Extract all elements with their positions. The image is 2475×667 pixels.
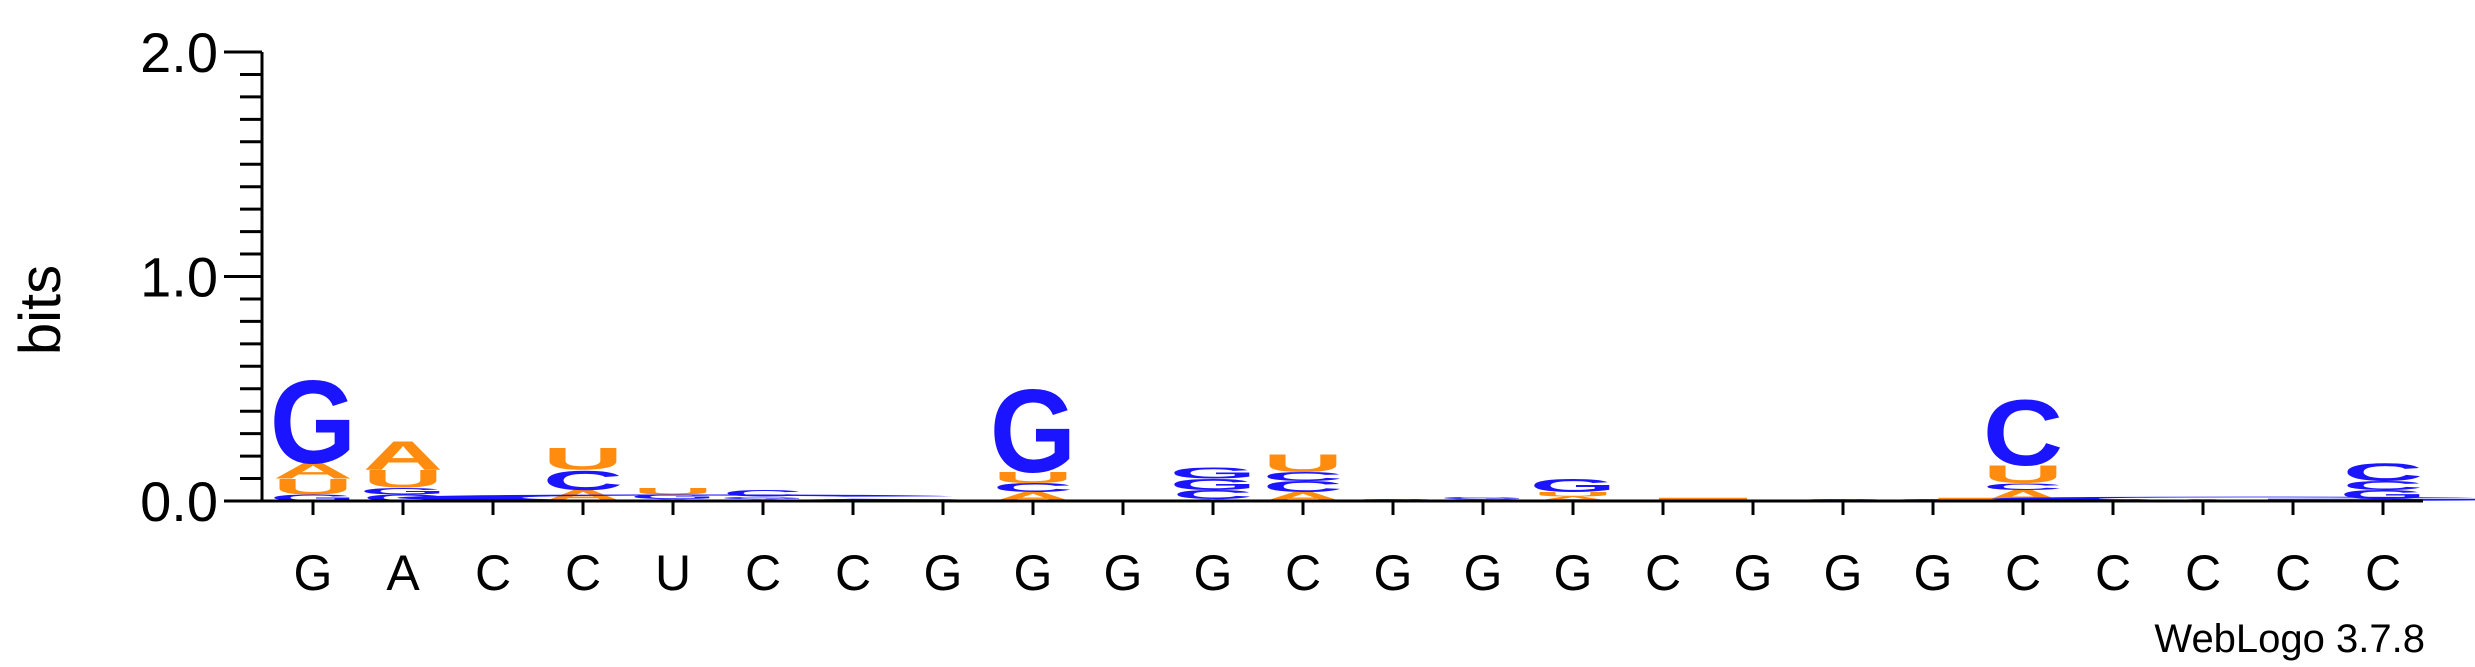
x-tick-label: U	[655, 545, 691, 601]
logo-letter-u: U	[1983, 461, 2063, 489]
logo-letter-g: G	[1170, 476, 1256, 493]
x-tick-label: C	[2095, 545, 2131, 601]
x-tick-label: G	[294, 545, 333, 601]
x-tick-label: G	[1194, 545, 1233, 601]
logo-letter-u: U	[1263, 450, 1343, 478]
y-tick-label: 0.0	[140, 470, 218, 533]
logo-letter-c: C	[993, 481, 1073, 495]
logo-letter-c: C	[363, 493, 443, 503]
x-tick-label: C	[1645, 545, 1681, 601]
y-tick-label: 1.0	[140, 246, 218, 309]
logo-letter-a: A	[1533, 495, 1613, 502]
logo-letter-g: G	[1440, 496, 1526, 499]
x-tick-label: C	[1285, 545, 1321, 601]
logo-letter-c: C	[1263, 469, 1343, 483]
logo-letter-g: G	[1530, 475, 1616, 496]
logo-letter-c: C	[543, 465, 623, 496]
y-tick-label: 2.0	[140, 21, 218, 84]
logo-letter-c: C	[1983, 481, 2063, 491]
logo-letter-a: A	[273, 459, 353, 483]
weblogo-watermark: WebLogo 3.7.8	[2154, 617, 2425, 661]
logo-letter-u: U	[993, 469, 1073, 486]
logo-letter-c: C	[2343, 458, 2423, 486]
logo-letter-a: A	[363, 433, 443, 479]
x-tick-label: C	[2365, 545, 2401, 601]
x-tick-label: G	[924, 545, 963, 601]
logo-letter-u: U	[543, 442, 623, 477]
logo-letter-g: G	[270, 493, 356, 503]
logo-letter-u: U	[633, 486, 713, 496]
x-tick-label: G	[1824, 545, 1863, 601]
x-tick-label: C	[745, 545, 781, 601]
x-tick-label: G	[1014, 545, 1053, 601]
logo-letter-c: C	[1983, 380, 2063, 485]
logo-span-letter-c: C	[362, 493, 984, 503]
logo-letter-g: G	[360, 486, 446, 496]
logo-letter-c: C	[1173, 487, 1253, 501]
x-tick-label: G	[1464, 545, 1503, 601]
x-tick-label: C	[2275, 545, 2311, 601]
x-tick-label: G	[1104, 545, 1143, 601]
x-tick-label: C	[835, 545, 871, 601]
x-tick-label: C	[475, 545, 511, 601]
logo-span-letter-g: G	[1962, 495, 2475, 502]
logo-letter-g: G	[630, 493, 716, 500]
x-tick-label: G	[1554, 545, 1593, 601]
x-tick-label: G	[1374, 545, 1413, 601]
logo-letter-c: C	[2343, 478, 2423, 492]
y-axis-label: bits	[8, 265, 73, 355]
logo-letter-g: G	[2340, 487, 2426, 501]
logo-letter-u: U	[363, 465, 443, 493]
x-tick-label: A	[386, 545, 420, 601]
logo-letter-u: U	[273, 475, 353, 499]
logo-letter-c: C	[1263, 478, 1343, 495]
logo-letter-u: U	[1533, 491, 1613, 498]
logo-letter-c: C	[453, 496, 533, 499]
logo-span-letter-u: U	[1622, 497, 2063, 502]
logo-letter-g: G	[720, 496, 806, 499]
x-tick-label: C	[565, 545, 601, 601]
x-tick-label: G	[1734, 545, 1773, 601]
logo-letter-g: G	[1170, 464, 1256, 481]
logo-letter-g: G	[990, 366, 1076, 498]
logo-letter-c: C	[723, 488, 803, 498]
x-tick-label: G	[1914, 545, 1953, 601]
logo-letter-g: G	[270, 357, 356, 489]
x-tick-label: C	[2005, 545, 2041, 601]
x-tick-label: C	[2185, 545, 2221, 601]
